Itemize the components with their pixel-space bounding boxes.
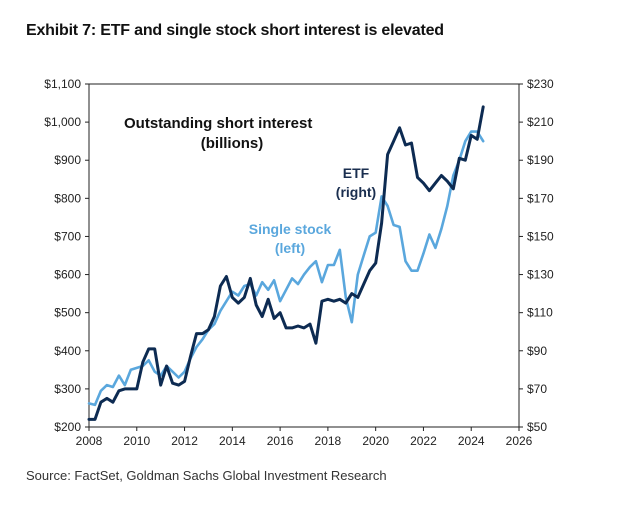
left-y-tick-label: $600 xyxy=(54,268,81,282)
right-y-axis: $50 $70 $90 $110 $130 $150 $170 $190 $210 $230 xyxy=(519,77,554,434)
x-tick-label: 2022 xyxy=(410,434,437,448)
left-y-tick-label: $1,000 xyxy=(44,115,81,129)
right-y-tick-label: $190 xyxy=(527,153,554,167)
x-tick-label: 2026 xyxy=(506,434,533,448)
right-y-tick-label: $170 xyxy=(527,191,554,205)
right-y-tick-label: $110 xyxy=(527,306,553,320)
left-y-tick-label: $300 xyxy=(54,382,81,396)
right-y-tick-label: $230 xyxy=(527,77,554,91)
etf-series-line xyxy=(87,105,485,421)
right-y-tick-label: $90 xyxy=(527,344,547,358)
exhibit-title: Exhibit 7: ETF and single stock short in… xyxy=(26,22,444,39)
left-y-tick-label: $500 xyxy=(54,306,81,320)
right-y-tick-label: $50 xyxy=(527,420,547,434)
x-tick-label: 2014 xyxy=(219,434,246,448)
x-tick-label: 2024 xyxy=(458,434,485,448)
plot-area-frame xyxy=(88,83,520,428)
single-stock-series-label: Single stock xyxy=(249,221,332,237)
left-y-tick-label: $200 xyxy=(54,420,81,434)
left-y-tick-label: $800 xyxy=(54,191,81,205)
x-tick-label: 2012 xyxy=(171,434,198,448)
left-y-tick-label: $900 xyxy=(54,153,81,167)
source-note: Source: FactSet, Goldman Sachs Global In… xyxy=(26,468,387,483)
left-y-tick-label: $400 xyxy=(54,344,81,358)
x-tick-label: 2016 xyxy=(267,434,294,448)
chart-title: Outstanding short interest xyxy=(124,115,312,132)
left-y-axis: $200 $300 $400 $500 $600 $700 $800 $900 $1,000 $1… xyxy=(44,77,89,434)
x-tick-label: 2018 xyxy=(315,434,342,448)
right-y-tick-label: $210 xyxy=(527,115,554,129)
left-y-tick-label: $1,100 xyxy=(44,77,81,91)
right-y-tick-label: $70 xyxy=(527,382,547,396)
x-tick-label: 2010 xyxy=(123,434,150,448)
left-y-tick-label: $700 xyxy=(54,229,81,243)
series-lines xyxy=(87,105,485,421)
right-y-tick-label: $130 xyxy=(527,268,554,282)
right-y-tick-label: $150 xyxy=(527,229,554,243)
x-tick-label: 2008 xyxy=(76,434,103,448)
x-axis: 2008 2010 2012 2014 2016 2018 2020 2022 2024 2026 xyxy=(76,427,533,448)
etf-series-axis-label: (right) xyxy=(336,184,376,200)
single-stock-series-axis-label: (left) xyxy=(275,240,305,256)
single-stock-series-line xyxy=(87,130,485,407)
chart-subtitle: (billions) xyxy=(201,135,264,152)
etf-series-label: ETF xyxy=(343,165,370,181)
x-tick-label: 2020 xyxy=(362,434,389,448)
